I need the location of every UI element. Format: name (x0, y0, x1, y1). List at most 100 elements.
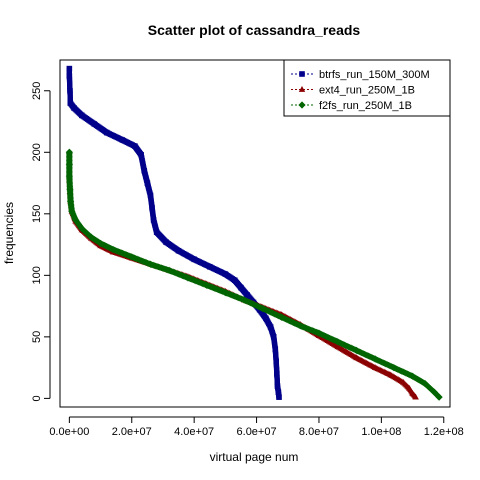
legend-item: ext4_run_250M_1B (291, 85, 415, 97)
data-point (272, 346, 279, 352)
data-point (274, 370, 280, 377)
data-point (144, 180, 151, 186)
data-point (66, 185, 74, 193)
data-point (147, 192, 154, 199)
data-point (65, 160, 73, 169)
y-tick-label: 50 (31, 331, 43, 343)
data-point (315, 329, 323, 337)
legend-marker (298, 86, 306, 92)
y-axis: 0 50 100 150 200 250 (31, 82, 51, 401)
x-axis-label: virtual page num (210, 450, 299, 464)
data-point (67, 100, 74, 106)
data-point (91, 121, 98, 127)
data-point (71, 105, 77, 111)
data-point (66, 73, 73, 79)
data-point (259, 304, 267, 313)
data-point (165, 266, 173, 275)
data-point (353, 354, 360, 361)
x-tick-label: 8.0e+07 (299, 426, 339, 438)
x-tick-label: 1.2e+08 (424, 426, 464, 438)
data-point (68, 207, 76, 215)
data-point (371, 364, 379, 371)
data-point (87, 233, 95, 241)
legend-label: btrfs_run_150M_300M (319, 69, 430, 81)
y-tick-label: 100 (31, 266, 43, 284)
data-point (412, 393, 419, 400)
data-point (244, 292, 250, 298)
data-point (138, 151, 144, 158)
data-point (71, 216, 80, 224)
data-point (435, 393, 443, 401)
data-point (421, 379, 429, 388)
legend-marker (298, 101, 306, 109)
data-point (222, 271, 229, 277)
data-point (65, 148, 73, 156)
data-point (132, 143, 138, 149)
x-tick-label: 4.0e+07 (174, 426, 214, 438)
legend-marker (299, 71, 305, 77)
data-point (334, 343, 341, 350)
data-point (406, 385, 413, 391)
series-f2fs_run_250M_1B (65, 148, 443, 401)
x-axis: 0.0e+00 2.0e+07 4.0e+07 6.0e+07 8.0e+07 1.0e+… (49, 416, 464, 438)
data-point (277, 313, 286, 321)
data-point (119, 137, 126, 143)
data-point (206, 263, 213, 270)
data-point (267, 324, 274, 330)
x-tick-label: 6.0e+07 (237, 426, 277, 438)
data-point (78, 224, 86, 233)
x-tick-label: 0.0e+00 (49, 426, 89, 438)
data-point (408, 372, 417, 380)
x-tick-label: 2.0e+07 (112, 426, 152, 438)
data-point (275, 389, 282, 396)
data-point (141, 167, 148, 174)
data-point (175, 247, 182, 254)
chart-title: Scatter plot of cassandra_reads (148, 22, 361, 38)
data-point (409, 389, 416, 396)
legend-box (283, 59, 451, 117)
data-point (238, 284, 244, 291)
data-point (390, 363, 398, 372)
legend-item: btrfs_run_150M_300M (291, 69, 430, 81)
data-point (263, 315, 269, 322)
data-point (221, 288, 229, 297)
data-point (128, 253, 136, 261)
data-point (104, 129, 110, 136)
y-tick-label: 0 (31, 395, 43, 401)
data-point (149, 204, 155, 211)
data-point (296, 322, 304, 330)
data-point (371, 355, 379, 363)
y-tick-label: 250 (31, 82, 43, 100)
data-point (153, 229, 160, 236)
y-tick-label: 150 (31, 205, 43, 223)
data-point (191, 256, 197, 263)
data-point (163, 239, 169, 245)
y-tick-label: 200 (31, 143, 43, 161)
data-point (203, 281, 211, 289)
legend-label: ext4_run_250M_1B (319, 85, 415, 97)
data-point (66, 197, 75, 206)
data-point (430, 388, 439, 396)
legend-label: f2fs_run_250M_1B (319, 100, 412, 112)
data-point (96, 239, 105, 247)
data-point (276, 394, 282, 400)
data-point (66, 65, 73, 72)
legend: btrfs_run_150M_300M ext4_run_250M_1B f2fs_… (283, 59, 451, 117)
plot-frame (59, 59, 451, 408)
legend-item: f2fs_run_250M_1B (291, 100, 412, 112)
data-point (67, 87, 73, 94)
data-point (231, 277, 238, 284)
data-point (65, 173, 73, 181)
data-point (109, 245, 117, 254)
y-axis-label: frequencies (2, 202, 16, 264)
data-point (146, 260, 155, 268)
data-point (274, 383, 281, 389)
data-point (273, 358, 280, 365)
data-point (270, 334, 277, 340)
data-point (150, 217, 157, 223)
data-point (387, 371, 394, 378)
x-tick-label: 1.0e+08 (361, 426, 401, 438)
data-point (184, 274, 192, 282)
data-point (79, 112, 85, 119)
